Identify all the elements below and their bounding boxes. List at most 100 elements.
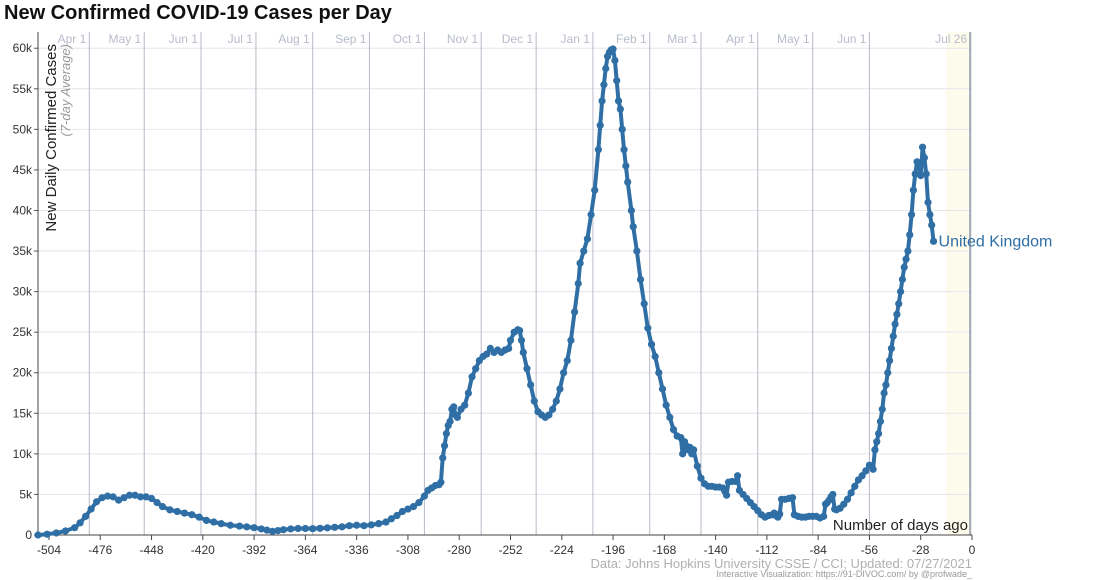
data-point[interactable] xyxy=(733,472,742,480)
data-point[interactable] xyxy=(906,231,914,239)
data-point[interactable] xyxy=(587,210,595,219)
data-point[interactable] xyxy=(895,300,903,308)
data-point[interactable] xyxy=(885,356,894,365)
data-point[interactable] xyxy=(147,494,156,503)
data-point[interactable] xyxy=(598,97,606,105)
data-point[interactable] xyxy=(644,324,652,332)
data-point[interactable] xyxy=(915,159,923,168)
data-point[interactable] xyxy=(620,146,628,154)
data-point[interactable] xyxy=(570,308,579,316)
data-point[interactable] xyxy=(560,369,568,377)
data-point[interactable] xyxy=(922,170,930,178)
data-point[interactable] xyxy=(887,344,896,353)
data-point[interactable] xyxy=(869,465,877,473)
data-point[interactable] xyxy=(679,450,687,458)
data-point[interactable] xyxy=(446,417,454,426)
data-point[interactable] xyxy=(876,417,885,426)
data-point[interactable] xyxy=(658,385,667,393)
data-point[interactable] xyxy=(920,154,928,162)
data-point[interactable] xyxy=(829,490,837,499)
data-point[interactable] xyxy=(527,381,535,389)
series-layer[interactable]: United Kingdom xyxy=(34,45,1052,539)
data-point[interactable] xyxy=(907,210,916,219)
data-point[interactable] xyxy=(87,505,95,513)
data-point[interactable] xyxy=(918,143,927,151)
data-point[interactable] xyxy=(662,401,670,409)
data-point[interactable] xyxy=(316,524,324,532)
data-point[interactable] xyxy=(614,97,623,105)
data-point[interactable] xyxy=(367,521,375,529)
data-point[interactable] xyxy=(323,524,331,532)
data-point[interactable] xyxy=(125,491,134,499)
data-point[interactable] xyxy=(420,492,429,500)
data-point[interactable] xyxy=(202,516,211,524)
data-point[interactable] xyxy=(580,247,588,255)
data-point[interactable] xyxy=(788,494,797,502)
data-point[interactable] xyxy=(893,310,901,318)
data-point[interactable] xyxy=(437,478,445,486)
data-point[interactable] xyxy=(909,186,917,194)
data-point[interactable] xyxy=(880,389,888,397)
data-point[interactable] xyxy=(655,369,663,377)
data-point[interactable] xyxy=(464,389,472,397)
data-point[interactable] xyxy=(188,511,196,519)
data-point[interactable] xyxy=(904,247,912,255)
data-point[interactable] xyxy=(924,198,932,206)
data-point[interactable] xyxy=(387,515,396,523)
data-point[interactable] xyxy=(235,522,244,530)
data-point[interactable] xyxy=(331,523,339,531)
data-point[interactable] xyxy=(461,401,469,409)
data-point[interactable] xyxy=(268,527,277,535)
data-point[interactable] xyxy=(889,332,897,340)
data-point[interactable] xyxy=(158,503,167,511)
data-point[interactable] xyxy=(847,489,855,497)
data-point[interactable] xyxy=(609,45,617,53)
data-point[interactable] xyxy=(453,413,461,421)
data-point[interactable] xyxy=(596,121,604,129)
data-point[interactable] xyxy=(415,498,423,507)
data-point[interactable] xyxy=(279,526,288,534)
data-point[interactable] xyxy=(440,442,449,450)
data-point[interactable] xyxy=(576,259,584,267)
data-point[interactable] xyxy=(409,503,418,511)
data-point[interactable] xyxy=(353,521,361,529)
data-point[interactable] xyxy=(398,507,407,516)
data-point[interactable] xyxy=(627,206,635,215)
data-point[interactable] xyxy=(640,300,648,308)
data-point[interactable] xyxy=(871,446,879,454)
data-point[interactable] xyxy=(875,429,883,438)
data-point[interactable] xyxy=(722,491,731,499)
data-point[interactable] xyxy=(519,348,527,357)
data-point[interactable] xyxy=(523,365,531,373)
data-point[interactable] xyxy=(103,492,112,500)
data-point[interactable] xyxy=(629,223,637,231)
data-point[interactable] xyxy=(166,506,174,514)
data-point[interactable] xyxy=(552,397,560,405)
data-point[interactable] xyxy=(878,405,886,413)
data-point[interactable] xyxy=(873,438,881,446)
data-point[interactable] xyxy=(602,64,610,73)
data-point[interactable] xyxy=(93,498,101,506)
data-point[interactable] xyxy=(896,288,905,296)
data-point[interactable] xyxy=(891,320,899,328)
data-point[interactable] xyxy=(574,279,582,288)
data-point[interactable] xyxy=(651,352,659,361)
data-point[interactable] xyxy=(71,524,79,532)
data-point[interactable] xyxy=(633,247,641,255)
data-point[interactable] xyxy=(851,482,859,490)
data-point[interactable] xyxy=(309,525,317,533)
data-point[interactable] xyxy=(820,512,828,520)
data-point[interactable] xyxy=(591,186,599,194)
data-point[interactable] xyxy=(450,403,458,411)
data-point[interactable] xyxy=(173,507,181,516)
data-point[interactable] xyxy=(52,529,60,537)
data-point[interactable] xyxy=(109,493,117,501)
data-point[interactable] xyxy=(131,491,139,499)
data-point[interactable] xyxy=(884,369,892,377)
data-point[interactable] xyxy=(257,525,266,533)
data-point[interactable] xyxy=(666,413,674,421)
data-point[interactable] xyxy=(624,178,632,186)
data-point[interactable] xyxy=(360,522,368,530)
data-point[interactable] xyxy=(594,146,603,154)
data-point[interactable] xyxy=(468,373,476,381)
